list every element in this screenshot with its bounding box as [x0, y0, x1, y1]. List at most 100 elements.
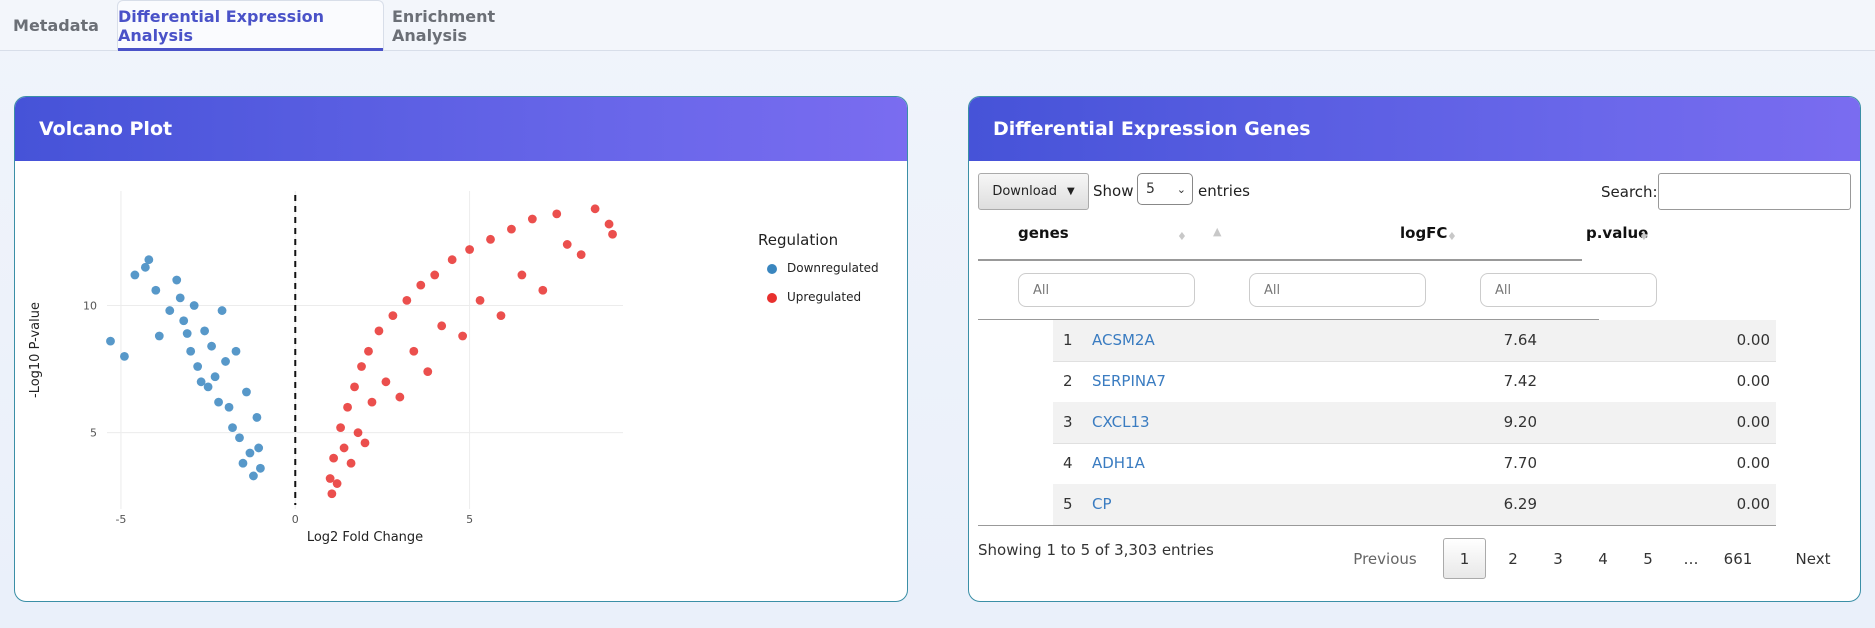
data-point-downregulated — [189, 301, 199, 310]
data-point-upregulated — [416, 280, 426, 290]
search-input[interactable] — [1658, 173, 1851, 210]
pagination-page-3[interactable]: 3 — [1553, 549, 1563, 568]
logfc-value: 7.64 — [1503, 331, 1537, 349]
gene-link[interactable]: CXCL13 — [1092, 413, 1150, 431]
column-header-pvalue[interactable]: p.value — [1586, 224, 1666, 256]
pvalue-value: 0.00 — [1736, 454, 1770, 472]
page-length-value: 5 — [1146, 181, 1155, 197]
data-point-downregulated — [242, 387, 251, 397]
data-point-downregulated — [193, 362, 203, 371]
data-point-upregulated — [364, 346, 373, 356]
filter-logfc-input[interactable]: All — [1249, 273, 1426, 307]
download-button[interactable]: Download ▼ — [978, 173, 1089, 210]
show-label: Show — [1093, 182, 1134, 200]
filter-pvalue-input[interactable]: All — [1480, 273, 1657, 307]
data-point-upregulated — [562, 240, 572, 249]
data-point-downregulated — [144, 255, 154, 265]
gene-link[interactable]: CP — [1092, 495, 1112, 513]
data-point-upregulated — [552, 209, 562, 219]
data-point-upregulated — [329, 453, 339, 463]
data-point-upregulated — [430, 270, 440, 280]
gene-link[interactable]: ACSM2A — [1092, 331, 1155, 349]
x-axis-label: Log2 Fold Change — [307, 530, 423, 545]
page-length-select[interactable]: 5 ⌄ — [1137, 173, 1193, 205]
row-divider — [1053, 361, 1776, 362]
filter-genes-input[interactable]: All — [1018, 273, 1195, 307]
legend-dot-upregulated — [767, 293, 777, 303]
header-divider — [978, 259, 1582, 261]
sort-icon: ♦ — [1177, 230, 1187, 243]
data-point-upregulated — [458, 331, 468, 341]
tab-differential-expression-analysis[interactable]: Differential Expression Analysis — [117, 0, 384, 51]
x-tick-label: 5 — [466, 513, 473, 526]
data-point-downregulated — [224, 402, 234, 412]
data-point-upregulated — [325, 474, 335, 483]
data-point-downregulated — [214, 397, 223, 407]
pagination-page-661[interactable]: 661 — [1723, 549, 1753, 568]
y-axis-label: -Log10 P-value — [28, 302, 43, 398]
data-point-downregulated — [172, 275, 182, 285]
pagination-page-1[interactable]: 1 — [1443, 538, 1486, 579]
data-point-downregulated — [238, 458, 248, 468]
data-point-upregulated — [423, 367, 433, 377]
tab-metadata[interactable]: Metadata — [13, 16, 99, 35]
deg-table-title: Differential Expression Genes — [969, 97, 1860, 161]
y-tick-label: 5 — [90, 427, 97, 440]
legend-dot-downregulated — [767, 264, 777, 274]
pagination-previous[interactable]: Previous — [1353, 549, 1417, 568]
data-point-downregulated — [231, 346, 241, 356]
column-header-label: genes — [1018, 224, 1069, 242]
logfc-value: 7.70 — [1503, 454, 1537, 472]
column-header-logfc[interactable]: logFC — [1400, 224, 1460, 256]
data-point-upregulated — [374, 326, 384, 336]
data-point-upregulated — [339, 443, 349, 453]
row-index: 3 — [1063, 413, 1073, 431]
pagination-next[interactable]: Next — [1795, 549, 1831, 568]
column-header-genes[interactable]: genes ▲ — [1018, 224, 1221, 256]
pagination-page-2[interactable]: 2 — [1508, 549, 1518, 568]
data-point-downregulated — [200, 326, 210, 336]
data-point-upregulated — [353, 428, 363, 438]
sort-icon: ♦ — [1639, 230, 1649, 243]
legend-title: Regulation — [758, 231, 839, 249]
data-point-upregulated — [475, 295, 485, 305]
data-point-upregulated — [486, 234, 495, 244]
legend-label-downregulated: Downregulated — [787, 261, 879, 275]
data-point-downregulated — [256, 463, 265, 473]
data-point-upregulated — [395, 392, 405, 402]
filter-divider — [978, 319, 1599, 320]
pvalue-value: 0.00 — [1736, 495, 1770, 513]
data-point-upregulated — [357, 362, 366, 371]
sort-icon: ♦ — [1447, 230, 1457, 243]
row-index: 4 — [1063, 454, 1073, 472]
data-point-downregulated — [175, 293, 185, 303]
data-point-upregulated — [538, 285, 548, 295]
caret-down-icon: ▼ — [1066, 186, 1075, 197]
x-tick-label: -5 — [115, 513, 126, 526]
data-point-upregulated — [608, 229, 617, 239]
data-point-upregulated — [409, 346, 419, 356]
gene-link[interactable]: ADH1A — [1092, 454, 1145, 472]
data-point-upregulated — [381, 377, 391, 387]
data-point-downregulated — [165, 306, 175, 315]
data-point-upregulated — [350, 382, 359, 392]
tab-enrichment-analysis[interactable]: Enrichment Analysis — [392, 6, 496, 45]
table-row: 3 CXCL13 9.20 0.00 — [1053, 402, 1776, 443]
data-point-downregulated — [151, 285, 161, 295]
data-point-downregulated — [249, 471, 258, 481]
data-point-downregulated — [182, 329, 192, 338]
pagination-page-5[interactable]: 5 — [1643, 549, 1653, 568]
pagination-page-4[interactable]: 4 — [1598, 549, 1608, 568]
gene-link[interactable]: SERPINA7 — [1092, 372, 1166, 390]
data-point-downregulated — [217, 306, 227, 315]
data-point-upregulated — [327, 489, 337, 499]
row-index: 1 — [1063, 331, 1073, 349]
data-point-upregulated — [576, 250, 586, 259]
data-point-downregulated — [221, 357, 230, 366]
data-point-upregulated — [437, 321, 447, 331]
data-point-downregulated — [254, 443, 264, 453]
data-point-upregulated — [336, 423, 345, 432]
x-tick-label: 0 — [292, 513, 299, 526]
pagination-ellipsis: … — [1683, 549, 1699, 568]
data-point-upregulated — [402, 295, 412, 305]
